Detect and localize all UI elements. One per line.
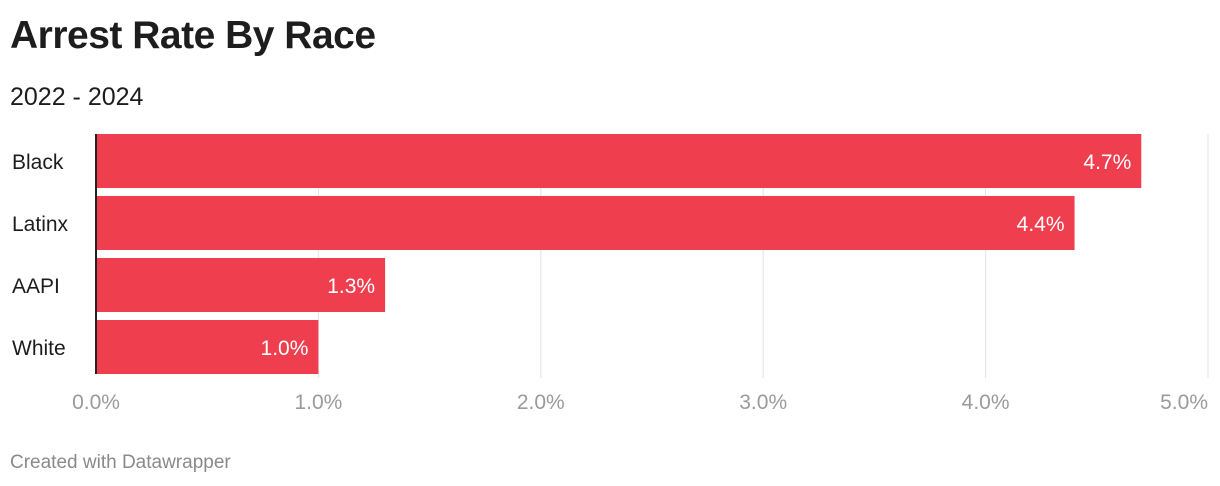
bar-value-label: 1.3% [327,275,375,298]
bar [96,134,1142,188]
bar [96,320,319,374]
bar [96,258,386,312]
chart-title: Arrest Rate By Race [10,14,376,57]
chart-subtitle: 2022 - 2024 [10,83,144,111]
bar-value-label: 1.0% [261,337,309,360]
x-tick-label: 0.0% [72,391,120,414]
x-tick-label: 5.0% [1160,391,1208,414]
category-label: White [12,337,66,360]
category-label: Black [12,151,64,174]
bar-value-label: 4.4% [1017,213,1065,236]
credit-footer: Created with Datawrapper [10,452,231,473]
category-label: Latinx [12,213,69,236]
bar [96,196,1075,250]
bar-value-label: 4.7% [1083,151,1131,174]
x-tick-label: 2.0% [517,391,565,414]
x-tick-label: 1.0% [294,391,342,414]
x-tick-label: 4.0% [962,391,1010,414]
category-label: AAPI [12,275,60,298]
x-tick-label: 3.0% [739,391,787,414]
